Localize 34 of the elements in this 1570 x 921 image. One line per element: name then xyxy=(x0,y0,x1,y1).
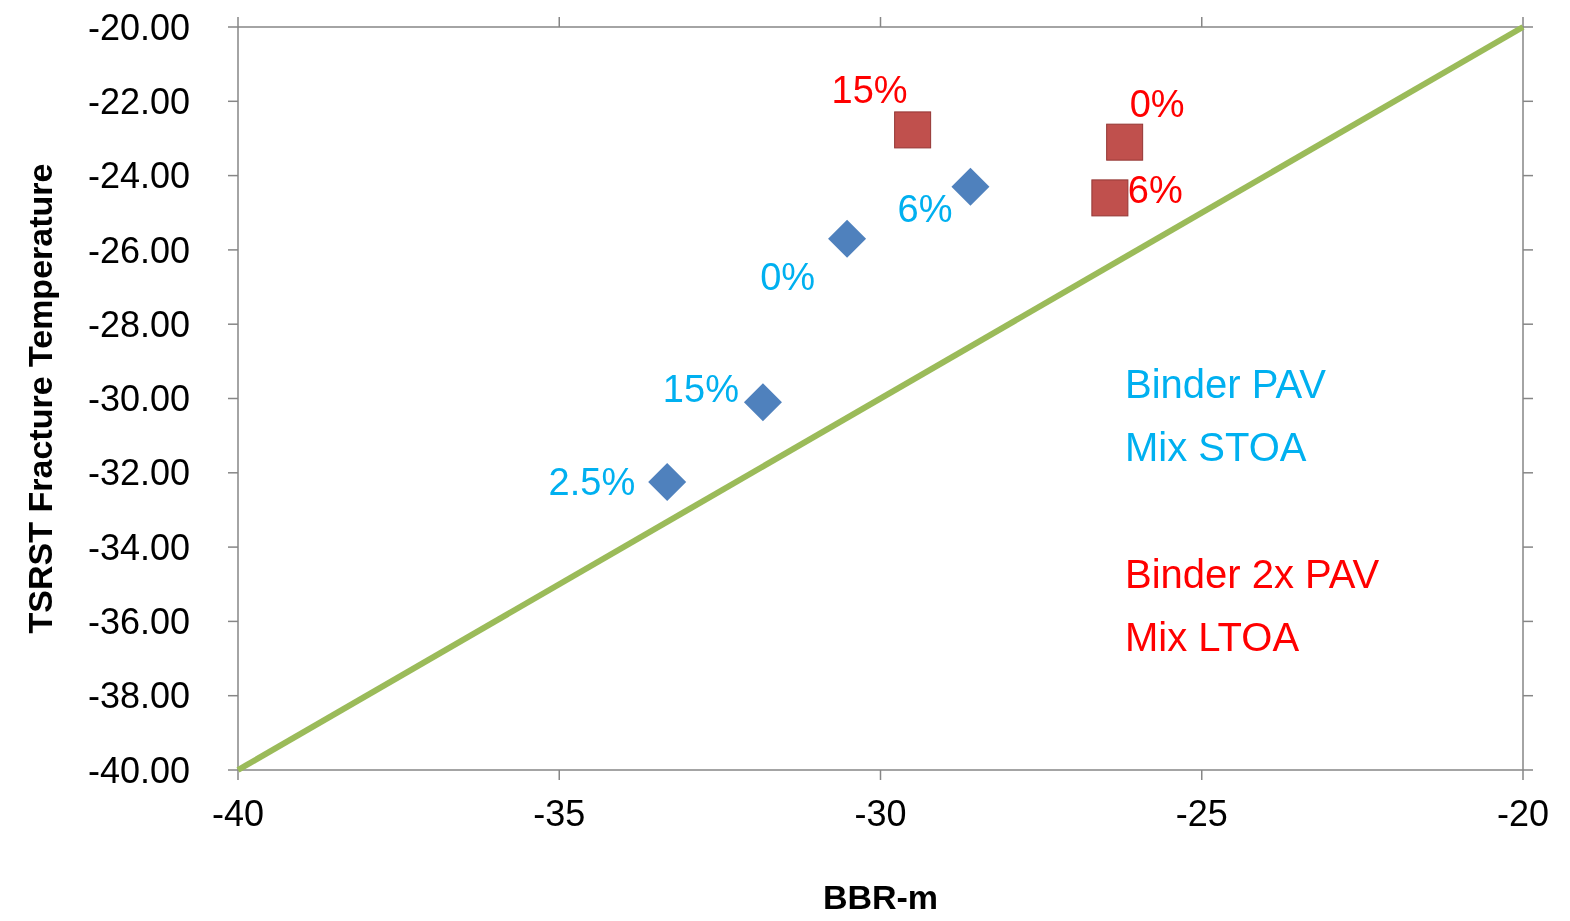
annotation: 2.5% xyxy=(548,461,636,504)
annotation: 6% xyxy=(1127,169,1183,212)
y-tick-label: -34.00 xyxy=(87,526,190,568)
x-tick-label: -25 xyxy=(1175,793,1228,834)
point xyxy=(828,219,867,258)
x-tick-label: -20 xyxy=(1496,793,1550,834)
point xyxy=(743,383,782,422)
annotation: 0% xyxy=(1129,83,1185,126)
point xyxy=(951,167,990,206)
y-tick-label: -20.00 xyxy=(87,6,190,48)
annotation: 6% xyxy=(897,188,953,231)
x-tick-label: -35 xyxy=(533,793,586,834)
y-tick-label: -36.00 xyxy=(87,601,190,642)
x-tick-label: -30 xyxy=(854,793,907,834)
y-tick-label: -22.00 xyxy=(87,80,190,122)
annotation: 15% xyxy=(662,367,739,410)
point xyxy=(894,111,932,149)
annotation: 15% xyxy=(831,69,908,112)
y-tick-label: -38.00 xyxy=(87,675,190,717)
y-tick-label: -40.00 xyxy=(87,749,190,791)
y-tick-label: -32.00 xyxy=(87,452,190,494)
annotation: 0% xyxy=(760,256,816,299)
y-axis-title: TSRST Fracture Temperature xyxy=(21,163,59,634)
point xyxy=(648,463,687,502)
y-tick-label: -30.00 xyxy=(87,378,190,420)
point xyxy=(1091,179,1129,217)
y-tick-label: -24.00 xyxy=(87,155,190,197)
point xyxy=(1106,123,1144,161)
x-tick-label: -40 xyxy=(211,793,265,834)
text: Binder 2x PAV Mix LTOA xyxy=(1125,552,1380,659)
y-tick-label: -28.00 xyxy=(87,303,190,345)
text: Binder PAV Mix STOA xyxy=(1125,362,1327,469)
x-axis-title: BBR-m xyxy=(822,878,939,916)
y-tick-label: -26.00 xyxy=(87,229,190,271)
